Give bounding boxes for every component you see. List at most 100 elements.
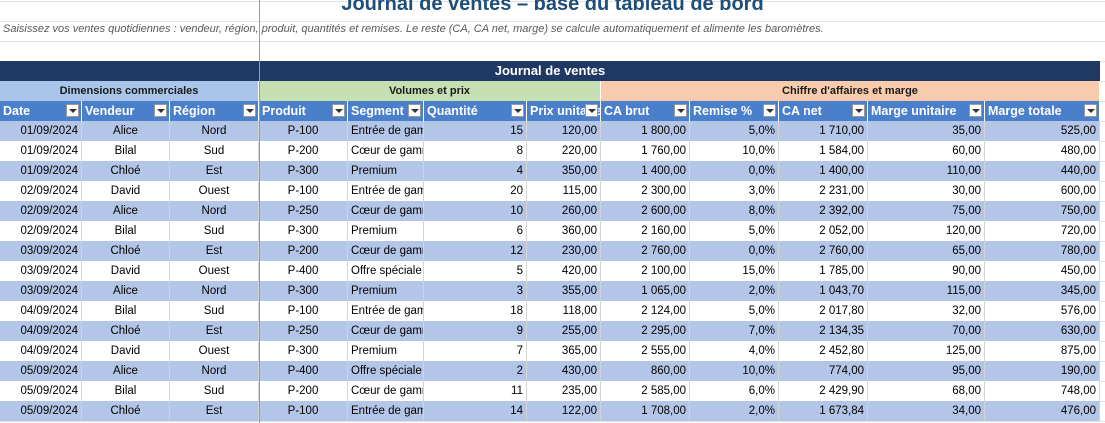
table-cell: 34,00 [868, 401, 985, 421]
table-cell: 355,00 [527, 281, 601, 301]
table-cell: 774,00 [779, 361, 868, 381]
table-cell: 02/09/2024 [0, 181, 82, 201]
table-cell: Entrée de gamme [348, 181, 424, 201]
table-cell: 01/09/2024 [0, 141, 82, 161]
table-cell: Alice [82, 201, 170, 221]
table-cell: 115,00 [527, 181, 601, 201]
table-cell: 3 [424, 281, 527, 301]
table-cell: 260,00 [527, 201, 601, 221]
table-cell: 1 043,70 [779, 281, 868, 301]
table-cell: Est [170, 321, 259, 341]
table-cell: 2 100,00 [601, 261, 690, 281]
table-cell: Offre spéciale [348, 261, 424, 281]
column-header: Marge unitaire [868, 101, 985, 121]
table-cell: 11 [424, 381, 527, 401]
filter-button[interactable] [674, 104, 687, 117]
filter-button[interactable] [763, 104, 776, 117]
freeze-line [259, 0, 260, 423]
column-header: Vendeur [82, 101, 170, 121]
table-cell: 576,00 [985, 301, 1100, 321]
table-cell: Bilal [82, 221, 170, 241]
table-cell: 600,00 [985, 181, 1100, 201]
table-cell: 2,0% [690, 401, 779, 421]
column-header-label: Prix unitaire [530, 104, 601, 118]
column-header-label: Segment [351, 104, 404, 118]
table-cell: 2 600,00 [601, 201, 690, 221]
table-cell: 2 585,00 [601, 381, 690, 401]
table-cell: Bilal [82, 141, 170, 161]
table-cell: 5,0% [690, 301, 779, 321]
table-cell: 70,00 [868, 321, 985, 341]
table-cell: 476,00 [985, 401, 1100, 421]
table-cell: 125,00 [868, 341, 985, 361]
table-cell: 2 052,00 [779, 221, 868, 241]
column-header: Remise % [690, 101, 779, 121]
table-cell: P-300 [259, 221, 348, 241]
table-cell: Premium [348, 221, 424, 241]
filter-button[interactable] [511, 104, 524, 117]
table-cell: Est [170, 161, 259, 181]
filter-button[interactable] [243, 104, 256, 117]
table-cell: 122,00 [527, 401, 601, 421]
table-cell: Premium [348, 281, 424, 301]
filter-button[interactable] [585, 104, 598, 117]
table-cell: 115,00 [868, 281, 985, 301]
table-cell: 68,00 [868, 381, 985, 401]
table-cell: 03/09/2024 [0, 281, 82, 301]
table-cell: 480,00 [985, 141, 1100, 161]
table-cell: 110,00 [868, 161, 985, 181]
filter-button[interactable] [154, 104, 167, 117]
table-cell: 2 555,00 [601, 341, 690, 361]
table-cell: 02/09/2024 [0, 221, 82, 241]
table-cell: 2 160,00 [601, 221, 690, 241]
table-cell: 2 017,80 [779, 301, 868, 321]
table-cell: Offre spéciale [348, 361, 424, 381]
table-cell: 03/09/2024 [0, 241, 82, 261]
table-cell: 860,00 [601, 361, 690, 381]
table-cell: 748,00 [985, 381, 1100, 401]
table-cell: Nord [170, 281, 259, 301]
table-cell: Alice [82, 281, 170, 301]
filter-button[interactable] [969, 104, 982, 117]
table-cell: Chloé [82, 241, 170, 261]
table-cell: Chloé [82, 161, 170, 181]
table-cell: 0,0% [690, 241, 779, 261]
filter-button[interactable] [66, 104, 79, 117]
table-cell: 720,00 [985, 221, 1100, 241]
table-cell: 1 065,00 [601, 281, 690, 301]
table-cell: 04/09/2024 [0, 341, 82, 361]
table-cell: David [82, 181, 170, 201]
group-header: Volumes et prix [259, 81, 601, 101]
table-cell: 8 [424, 141, 527, 161]
filter-button[interactable] [852, 104, 865, 117]
column-header-label: Produit [262, 104, 306, 118]
table-cell: 5 [424, 261, 527, 281]
table-cell: 10,0% [690, 361, 779, 381]
filter-button[interactable] [1084, 104, 1097, 117]
table-cell: 1 710,00 [779, 121, 868, 141]
column-header-label: CA brut [604, 104, 650, 118]
table-cell: Chloé [82, 401, 170, 421]
filter-button[interactable] [332, 104, 345, 117]
table-cell: 2 429,90 [779, 381, 868, 401]
table-cell: 1 800,00 [601, 121, 690, 141]
table-cell: Sud [170, 381, 259, 401]
table-cell: 780,00 [985, 241, 1100, 261]
table-cell: 235,00 [527, 381, 601, 401]
table-cell: 2 300,00 [601, 181, 690, 201]
column-header: Segment [348, 101, 424, 121]
table-cell: 65,00 [868, 241, 985, 261]
column-header: Date [0, 101, 82, 121]
table-cell: 3,0% [690, 181, 779, 201]
table-cell: Entrée de gamme [348, 301, 424, 321]
filter-button[interactable] [408, 104, 421, 117]
table-cell: 2 134,35 [779, 321, 868, 341]
sheet-subtitle: Saisissez vos ventes quotidiennes : vend… [3, 23, 824, 35]
table-cell: 7,0% [690, 321, 779, 341]
table-cell: 220,00 [527, 141, 601, 161]
table-cell: 118,00 [527, 301, 601, 321]
table-cell: 630,00 [985, 321, 1100, 341]
table-cell: 360,00 [527, 221, 601, 241]
table-cell: P-250 [259, 321, 348, 341]
